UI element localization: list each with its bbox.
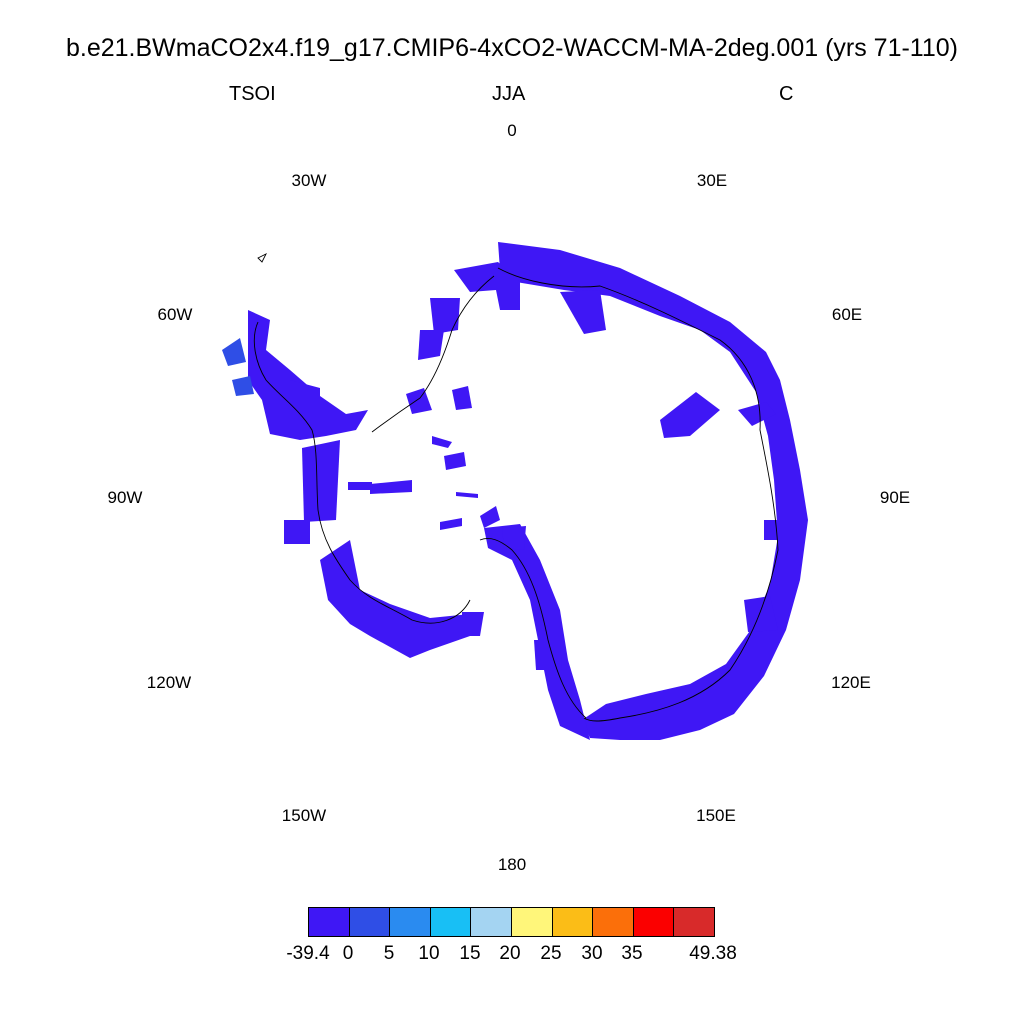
coastline-west [253,321,471,624]
colorbar-label: 35 [621,943,643,964]
cell-strip-8 [502,526,526,550]
colorbar-label: 20 [499,943,521,964]
colorbar-label: 30 [581,943,603,964]
lon-label-90e: 90E [879,488,911,507]
colorbar-swatch [348,907,391,937]
colorbar-swatch [429,907,472,937]
cell-west-3 [320,540,470,658]
cell-weddell-5 [452,386,472,410]
lon-label-90w: 90W [107,488,143,507]
cell-coast-sector-1 [560,290,606,334]
colorbar-label: 25 [540,943,562,964]
colorbar-swatch [632,907,675,937]
coastline-weddell [371,275,495,433]
colorbar-swatch [511,907,553,937]
cell-west-1 [302,440,340,522]
colorbar-swatch [389,907,431,937]
colorbar-swatch [592,907,634,937]
cell-strip-7 [480,506,500,528]
colorbar-swatch [308,907,350,937]
cell-west-2 [284,520,310,544]
warmer-cells [222,338,254,396]
lon-label-150w: 150W [281,806,327,825]
cell-peninsula-1 [248,310,368,440]
lon-label-60w: 60W [157,305,193,324]
cell-warm-2 [232,376,254,396]
colorbar-label: 0 [342,943,354,964]
cell-weddell-4 [406,388,432,414]
coastline-peninsula-islet [257,252,268,263]
colorbar-label: 15 [459,943,481,964]
lon-label-120e: 120E [831,673,871,692]
plot-title: b.e21.BWmaCO2x4.f19_g17.CMIP6-4xCO2-WACC… [66,34,958,62]
cell-weddell-1 [430,298,460,334]
cell-strip-3 [432,436,452,448]
colorbar-label: 5 [383,943,395,964]
colorbar-label: 10 [418,943,440,964]
cell-peninsula-2 [290,380,320,420]
lon-label-120w: 120W [146,673,192,692]
cell-weddell-2 [418,330,444,360]
variable-label: TSOI [229,83,276,105]
data-cells [248,242,808,740]
season-label: JJA [492,83,526,105]
colorbar-label: 49.38 [689,943,737,964]
cell-weddell-3 [454,262,520,310]
lon-label-30e: 30E [696,171,728,190]
coastline-ross [479,538,587,719]
cell-strip-5 [456,492,478,498]
cell-strip-4 [444,452,466,470]
lon-label-180: 180 [497,855,527,874]
coastline-east [497,267,779,722]
lon-label-60e: 60E [831,305,863,324]
cell-coast-sector-2 [660,392,720,438]
cell-ross-1 [484,524,590,740]
cell-strip-6 [440,518,462,530]
cell-warm-1 [222,338,246,366]
colorbar-swatch [551,907,594,937]
colorbar-label: -39.4 [286,943,330,964]
units-label: C [779,83,794,105]
colorbar-swatch [470,907,512,937]
lon-label-30w: 30W [291,171,327,190]
cell-coast-sector-5 [744,596,778,632]
cell-coast-sector-4 [764,520,790,540]
lon-label-0: 0 [507,121,517,140]
cell-ross-2 [534,640,562,670]
cell-coast-sector-3 [738,402,776,426]
cell-strip-2 [370,480,412,494]
coastline [253,252,779,722]
colorbar-swatch [673,907,715,937]
lon-label-150e: 150E [696,806,736,825]
cell-strip-1 [348,482,372,490]
cell-west-4 [462,612,484,636]
